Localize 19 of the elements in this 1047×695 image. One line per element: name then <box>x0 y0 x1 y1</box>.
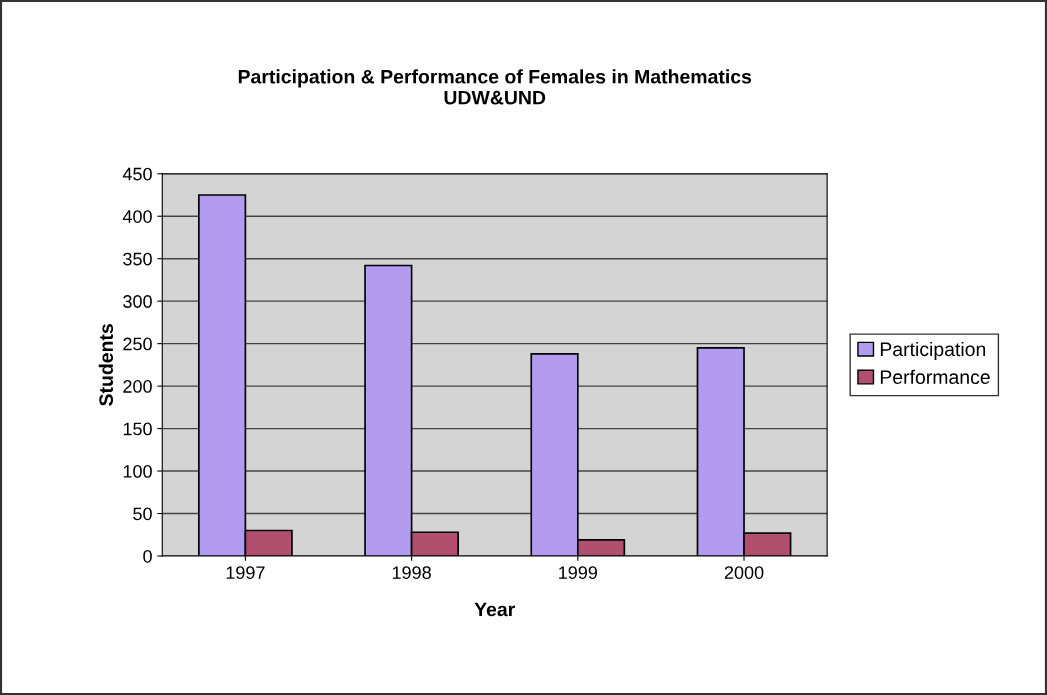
y-tick-label: 450 <box>122 167 152 181</box>
y-tick-label: 200 <box>123 380 152 393</box>
y-tick-label: 50 <box>133 507 152 521</box>
chart-title: Participation & Performance of Females in Mathematics UDW&UND <box>238 69 752 105</box>
x-tick-label: 2000 <box>724 566 764 579</box>
y-tick-label: 350 <box>123 252 152 266</box>
x-tick-label: 1998 <box>392 566 431 579</box>
y-tick-label: 300 <box>123 295 152 308</box>
x-tick-label: 1997 <box>226 566 265 579</box>
y-tick-label: 0 <box>143 549 152 563</box>
legend-label: Participation <box>880 341 986 361</box>
y-tick-label: 150 <box>123 422 152 436</box>
y-tick-label: 250 <box>123 337 152 351</box>
x-axis-title: Year <box>474 602 515 617</box>
y-tick-label: 400 <box>122 210 152 223</box>
legend-label: Performance <box>880 369 990 385</box>
x-tick-label: 1999 <box>559 566 598 579</box>
y-tick-label: 100 <box>123 464 152 478</box>
y-axis-title: Students <box>98 324 114 406</box>
